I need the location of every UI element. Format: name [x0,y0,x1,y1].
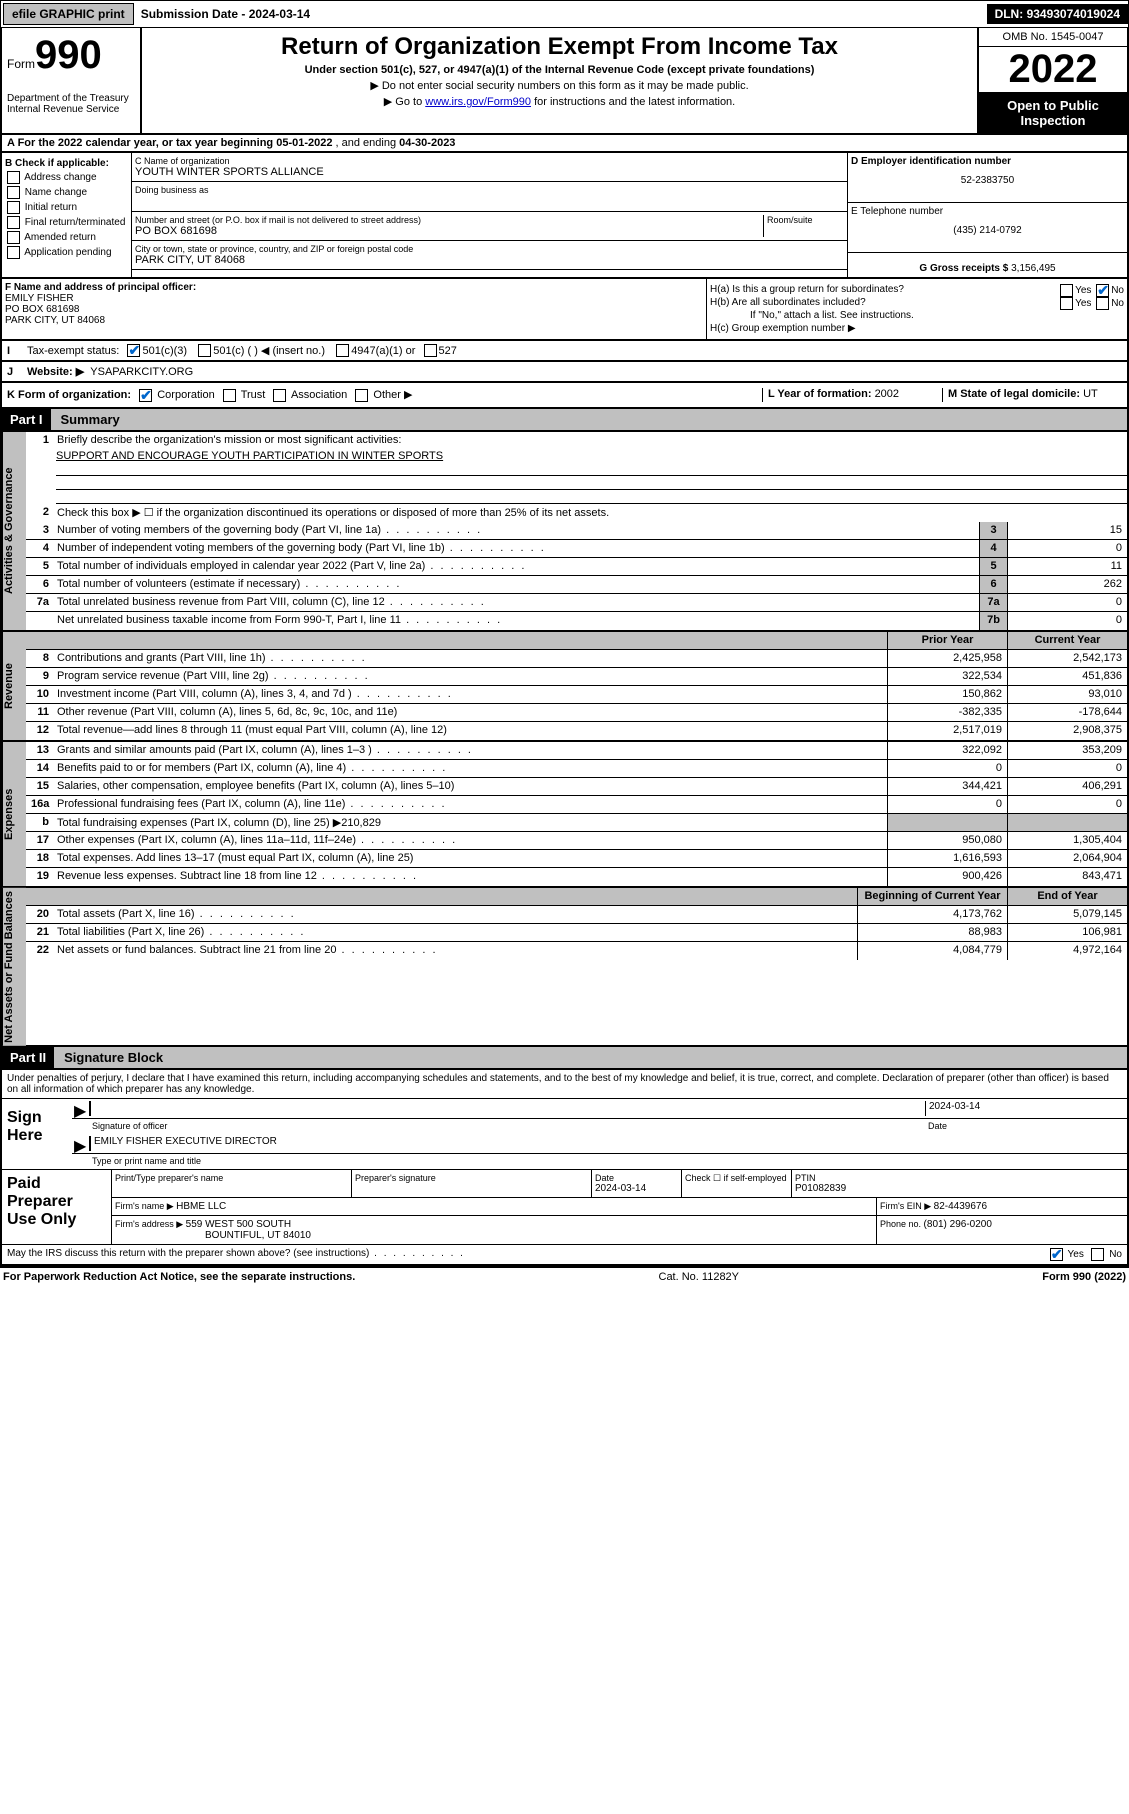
ha-yes-checkbox[interactable] [1060,284,1073,297]
hb-yes-checkbox[interactable] [1060,297,1073,310]
mission-text: SUPPORT AND ENCOURAGE YOUTH PARTICIPATIO… [26,450,1127,462]
irs-discuss-no-checkbox[interactable] [1091,1248,1104,1261]
department-label: Department of the Treasury Internal Reve… [7,93,135,115]
part-2-header: Part II Signature Block [0,1047,1129,1070]
dln-label: DLN: 93493074019024 [987,4,1128,24]
submission-label: Submission Date - 2024-03-14 [136,7,315,21]
group-return-field: H(a) Is this a group return for subordin… [707,279,1127,339]
final-return-checkbox[interactable] [7,216,20,229]
ha-no-checkbox[interactable] [1096,284,1109,297]
street-field: Number and street (or P.O. box if mail i… [132,212,847,241]
initial-return-checkbox[interactable] [7,201,20,214]
tab-expenses: Expenses [2,742,26,886]
other-checkbox[interactable] [355,389,368,402]
form-ref: Form 990 (2022) [1042,1271,1126,1283]
irs-link[interactable]: www.irs.gov/Form990 [425,96,531,108]
header-left: Form990 Department of the Treasury Inter… [2,28,142,133]
app-pending-checkbox[interactable] [7,246,20,259]
officer-field: F Name and address of principal officer:… [2,279,707,339]
summary-revenue: Revenue Prior YearCurrent Year 8Contribu… [0,632,1129,742]
org-name-field: C Name of organization YOUTH WINTER SPOR… [132,153,847,182]
tab-net-assets: Net Assets or Fund Balances [2,888,26,1046]
paperwork-notice: For Paperwork Reduction Act Notice, see … [3,1271,355,1283]
501c-checkbox[interactable] [198,344,211,357]
signature-section: Under penalties of perjury, I declare th… [0,1070,1129,1266]
row-k-form-org: K Form of organization: Corporation Trus… [0,383,1129,409]
section-b-to-g: B Check if applicable: Address change Na… [0,153,1129,279]
summary-governance: Activities & Governance 1Briefly describ… [0,432,1129,632]
name-change-checkbox[interactable] [7,186,20,199]
col-d-to-g: D Employer identification number 52-2383… [847,153,1127,277]
row-a: A For the 2022 calendar year, or tax yea… [0,135,1129,153]
omb-number: OMB No. 1545-0047 [979,28,1127,47]
form-subtitle: Under section 501(c), 527, or 4947(a)(1)… [147,64,972,76]
corp-checkbox[interactable] [139,389,152,402]
tax-year: 2022 [979,47,1127,93]
527-checkbox[interactable] [424,344,437,357]
city-field: City or town, state or province, country… [132,241,847,270]
form-word: Form [7,57,35,71]
instruction-2: ▶ Go to www.irs.gov/Form990 for instruct… [147,95,972,108]
header-mid: Return of Organization Exempt From Incom… [142,28,977,133]
amended-return-checkbox[interactable] [7,231,20,244]
instruction-1: ▶ Do not enter social security numbers o… [147,79,972,92]
form-number: 990 [35,33,102,77]
page-footer: For Paperwork Reduction Act Notice, see … [0,1266,1129,1286]
row-i-tax-status: I Tax-exempt status: 501(c)(3) 501(c) ( … [0,341,1129,362]
open-to-public: Open to Public Inspection [979,93,1127,133]
top-bar: efile GRAPHIC print Submission Date - 20… [0,0,1129,28]
assoc-checkbox[interactable] [273,389,286,402]
header-right: OMB No. 1545-0047 2022 Open to Public In… [977,28,1127,133]
summary-net-assets: Net Assets or Fund Balances Beginning of… [0,888,1129,1048]
tab-governance: Activities & Governance [2,432,26,630]
efile-print-button[interactable]: efile GRAPHIC print [3,3,134,25]
addr-change-checkbox[interactable] [7,171,20,184]
paid-preparer-label: Paid Preparer Use Only [2,1170,112,1244]
hb-no-checkbox[interactable] [1096,297,1109,310]
ein-field: D Employer identification number 52-2383… [848,153,1127,203]
part-1-header: Part I Summary [0,409,1129,432]
section-f-h: F Name and address of principal officer:… [0,279,1129,341]
form-header: Form990 Department of the Treasury Inter… [0,28,1129,135]
dba-field: Doing business as [132,182,847,212]
summary-expenses: Expenses 13Grants and similar amounts pa… [0,742,1129,888]
tab-revenue: Revenue [2,632,26,740]
gross-receipts-field: G Gross receipts $ 3,156,495 [848,253,1127,277]
irs-discuss-yes-checkbox[interactable] [1050,1248,1063,1261]
501c3-checkbox[interactable] [127,344,140,357]
declaration-text: Under penalties of perjury, I declare th… [2,1070,1127,1099]
phone-field: E Telephone number (435) 214-0792 [848,203,1127,253]
form-title: Return of Organization Exempt From Incom… [147,33,972,61]
row-j-website: J Website: ▶ YSAPARKCITY.ORG [0,362,1129,383]
col-b-checkboxes: B Check if applicable: Address change Na… [2,153,132,277]
trust-checkbox[interactable] [223,389,236,402]
4947-checkbox[interactable] [336,344,349,357]
sign-here-label: Sign Here [2,1099,72,1169]
col-c-identity: C Name of organization YOUTH WINTER SPOR… [132,153,847,277]
cat-number: Cat. No. 11282Y [355,1271,1042,1283]
